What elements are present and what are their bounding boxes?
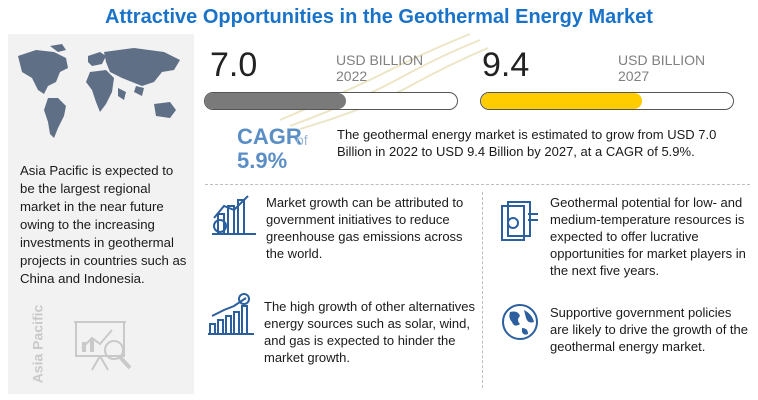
globe-icon (502, 304, 538, 340)
region-vertical-text: Asia Pacific (29, 304, 46, 384)
market-summary: The geothermal energy market is estimate… (337, 127, 717, 159)
growth-analysis-icon (74, 321, 132, 371)
vertical-divider (482, 192, 483, 388)
end-year: 2027 (618, 68, 650, 84)
cagr-value: 5.9% (237, 148, 288, 173)
point-text-2: Geothermal potential for low- and medium… (550, 195, 746, 278)
end-progress-fill (481, 93, 643, 109)
money-stack-icon (501, 201, 538, 241)
cagr-label: CAGR (237, 124, 302, 149)
point-text-1: Market growth can be attributed to gover… (266, 195, 464, 261)
point-text-3: The high growth of other alternatives en… (264, 299, 476, 365)
end-value: 9.4 (482, 46, 530, 84)
cagr-of: of (296, 132, 308, 148)
decorative-swoosh (279, 33, 489, 130)
end-progress-bar (480, 92, 734, 110)
world-map-icon (18, 44, 180, 138)
dollar-growth-chart-icon (208, 293, 254, 335)
bar-chart-growth-icon (212, 195, 256, 235)
start-unit: USD BILLION (336, 52, 424, 68)
point-text-4: Supportive government policies are likel… (550, 305, 748, 354)
start-progress-fill (205, 93, 347, 109)
start-value: 7.0 (210, 46, 258, 84)
page-title: Attractive Opportunities in the Geotherm… (105, 6, 653, 28)
start-year: 2022 (336, 68, 368, 84)
region-description: Asia Pacific is expected to be the large… (20, 163, 187, 286)
horizontal-divider (205, 184, 750, 185)
start-progress-bar (204, 92, 458, 110)
end-unit: USD BILLION (618, 52, 706, 68)
region-vertical-label: Asia Pacific (16, 300, 76, 390)
